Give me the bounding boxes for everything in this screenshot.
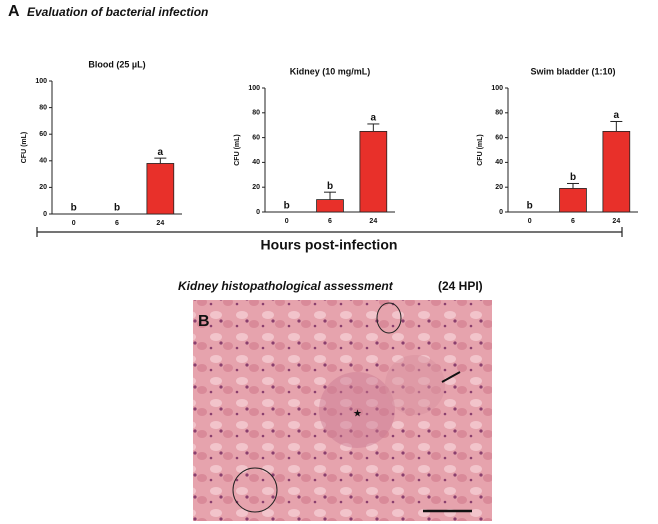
y-tick-label: 80 bbox=[252, 110, 260, 117]
bar bbox=[602, 130, 631, 213]
x-tick-label: 0 bbox=[72, 220, 76, 227]
y-tick-label: 60 bbox=[495, 134, 503, 141]
y-axis-label: CFU (mL) bbox=[477, 134, 484, 166]
histology-image: ★ bbox=[193, 300, 492, 521]
star-marker: ★ bbox=[353, 409, 362, 420]
y-tick-label: 0 bbox=[499, 209, 503, 216]
x-tick-label: 24 bbox=[369, 218, 377, 225]
panel-title-suffix: (24 HPI) bbox=[438, 279, 483, 293]
y-tick-label: 60 bbox=[39, 131, 47, 138]
significance-letter: b bbox=[114, 203, 120, 214]
significance-letter: b bbox=[527, 201, 533, 212]
x-axis-label: Hours post-infection bbox=[261, 237, 398, 253]
chart-title: Swim bladder (1:10) bbox=[530, 66, 615, 76]
significance-letter: a bbox=[614, 110, 620, 121]
y-axis-label: CFU (mL) bbox=[234, 134, 241, 166]
panel-title: Evaluation of bacterial infection bbox=[27, 5, 208, 19]
bar bbox=[146, 163, 175, 215]
panel-label: A bbox=[8, 3, 20, 20]
significance-letter: a bbox=[371, 113, 377, 124]
y-tick-label: 60 bbox=[252, 134, 260, 141]
x-tick-label: 6 bbox=[115, 220, 119, 227]
x-tick-label: 0 bbox=[285, 218, 289, 225]
x-tick-label: 6 bbox=[328, 218, 332, 225]
y-tick-label: 80 bbox=[495, 110, 503, 117]
significance-letter: b bbox=[284, 201, 290, 212]
y-tick-label: 100 bbox=[35, 78, 47, 85]
panel-label: B bbox=[198, 313, 210, 330]
significance-letter: a bbox=[158, 147, 164, 158]
y-axis-label: CFU (mL) bbox=[21, 132, 28, 164]
y-tick-label: 100 bbox=[491, 85, 503, 92]
chart-title: Blood (25 µL) bbox=[88, 59, 145, 69]
chart-title: Kidney (10 mg/mL) bbox=[290, 66, 371, 76]
bar bbox=[316, 199, 344, 213]
x-tick-label: 6 bbox=[571, 218, 575, 225]
x-tick-label: 0 bbox=[528, 218, 532, 225]
y-tick-label: 40 bbox=[495, 159, 503, 166]
significance-letter: b bbox=[327, 181, 333, 192]
y-tick-label: 20 bbox=[39, 184, 47, 191]
significance-letter: b bbox=[71, 203, 77, 214]
x-tick-label: 24 bbox=[156, 220, 164, 227]
y-tick-label: 80 bbox=[39, 104, 47, 111]
y-tick-label: 40 bbox=[252, 159, 260, 166]
x-bracket bbox=[36, 227, 623, 237]
bar bbox=[559, 188, 587, 213]
x-tick-label: 24 bbox=[612, 218, 620, 225]
bar bbox=[359, 130, 388, 213]
y-tick-label: 100 bbox=[248, 85, 260, 92]
y-tick-label: 40 bbox=[39, 158, 47, 165]
y-tick-label: 20 bbox=[252, 184, 260, 191]
significance-letter: b bbox=[570, 172, 576, 183]
panel-title: Kidney histopathological assessment bbox=[178, 279, 394, 293]
y-tick-label: 0 bbox=[43, 211, 47, 218]
y-tick-label: 20 bbox=[495, 184, 503, 191]
y-tick-label: 0 bbox=[256, 209, 260, 216]
